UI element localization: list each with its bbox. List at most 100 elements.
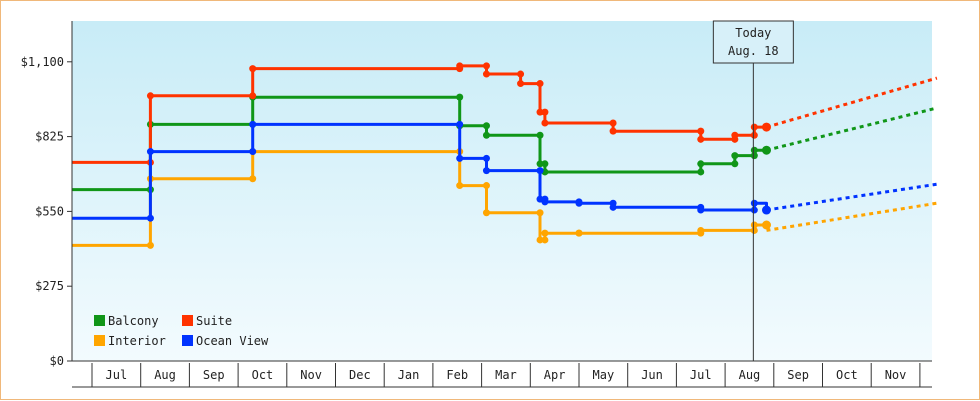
data-point — [750, 152, 758, 160]
data-point — [750, 123, 758, 131]
data-point — [541, 119, 549, 127]
today-date: Aug. 18 — [728, 44, 779, 58]
data-point — [456, 93, 464, 101]
y-tick-label: $550 — [35, 204, 64, 218]
x-tick-label: Dec — [349, 368, 371, 382]
axes: $0 $275 $550 $825 $1,100 Jul Aug Sep Oct Nov Dec Ja… — [21, 21, 932, 388]
legend-label: Interior — [108, 334, 166, 348]
data-point — [482, 154, 490, 162]
legend-item-interior: Interior — [94, 334, 166, 348]
x-tick-label: Jun — [641, 368, 663, 382]
data-point — [456, 62, 464, 70]
legend-swatch — [182, 335, 193, 346]
data-point — [697, 226, 705, 234]
data-point — [609, 127, 617, 135]
data-point — [146, 214, 154, 222]
data-point — [609, 119, 617, 127]
x-tick-label: Sep — [203, 368, 225, 382]
data-point — [731, 160, 739, 168]
data-point — [146, 241, 154, 249]
legend-label: Ocean View — [196, 334, 269, 348]
series-suite — [72, 62, 938, 166]
y-tick-label: $825 — [35, 130, 64, 144]
data-point — [750, 146, 758, 154]
current-point — [761, 220, 771, 230]
current-point — [761, 145, 771, 155]
data-point — [249, 175, 257, 183]
data-point — [541, 160, 549, 168]
data-point — [575, 199, 583, 207]
data-point — [456, 120, 464, 128]
data-point — [609, 203, 617, 211]
data-point — [731, 131, 739, 139]
x-tick-label: Jan — [398, 368, 420, 382]
data-point — [536, 160, 544, 168]
data-point — [456, 182, 464, 190]
x-tick-label: Aug — [154, 368, 176, 382]
plot-area — [72, 21, 932, 361]
data-point — [750, 131, 758, 139]
data-point — [482, 70, 490, 78]
y-tick-label: $1,100 — [21, 55, 64, 69]
legend-swatch — [182, 315, 193, 326]
data-point — [536, 167, 544, 175]
x-tick-label: Apr — [544, 368, 566, 382]
data-point — [517, 70, 525, 78]
data-point — [146, 148, 154, 156]
data-point — [536, 108, 544, 116]
data-point — [146, 92, 154, 100]
x-tick-label: Oct — [252, 368, 274, 382]
data-point — [750, 226, 758, 234]
data-point — [456, 154, 464, 162]
legend-label: Suite — [196, 314, 232, 328]
legend-swatch — [94, 335, 105, 346]
data-point — [697, 127, 705, 135]
today-box — [712, 20, 794, 64]
data-point — [541, 236, 549, 244]
data-point — [697, 135, 705, 143]
legend-item-ocean-view: Ocean View — [182, 334, 269, 348]
x-tick-label: May — [593, 368, 615, 382]
legend-label: Balcony — [108, 314, 159, 328]
data-point — [536, 131, 544, 139]
x-tick-label: Jul — [690, 368, 712, 382]
series-layer — [72, 62, 938, 249]
data-point — [541, 108, 549, 116]
data-point — [482, 122, 490, 130]
legend-item-suite: Suite — [182, 314, 232, 328]
data-point — [750, 221, 758, 229]
y-tick-label: $0 — [50, 354, 64, 368]
data-point — [517, 80, 525, 88]
data-point — [482, 62, 490, 70]
data-point — [750, 199, 758, 207]
x-tick-label: Aug — [739, 368, 761, 382]
series-balcony — [72, 93, 938, 194]
legend-item-balcony: Balcony — [94, 314, 159, 328]
x-tick-label: Mar — [495, 368, 517, 382]
data-point — [249, 148, 257, 156]
x-tick-label: Nov — [300, 368, 322, 382]
data-point — [482, 131, 490, 139]
data-point — [697, 168, 705, 176]
projection-line — [766, 76, 938, 129]
today-marker: Today Aug. 18 — [712, 20, 794, 361]
data-point — [731, 152, 739, 160]
data-point — [482, 182, 490, 190]
series-ocean-view — [72, 120, 938, 222]
current-point — [761, 205, 771, 215]
data-point — [249, 120, 257, 128]
data-point — [249, 92, 257, 100]
x-tick-label: Feb — [446, 368, 468, 382]
data-point — [697, 160, 705, 168]
today-label: Today — [735, 26, 771, 40]
data-point — [575, 229, 583, 237]
x-tick-label: Nov — [885, 368, 907, 382]
data-point — [482, 209, 490, 217]
legend-swatch — [94, 315, 105, 326]
data-point — [536, 236, 544, 244]
x-tick-label: Oct — [836, 368, 858, 382]
y-tick-label: $275 — [35, 279, 64, 293]
data-point — [536, 209, 544, 217]
data-point — [750, 206, 758, 214]
